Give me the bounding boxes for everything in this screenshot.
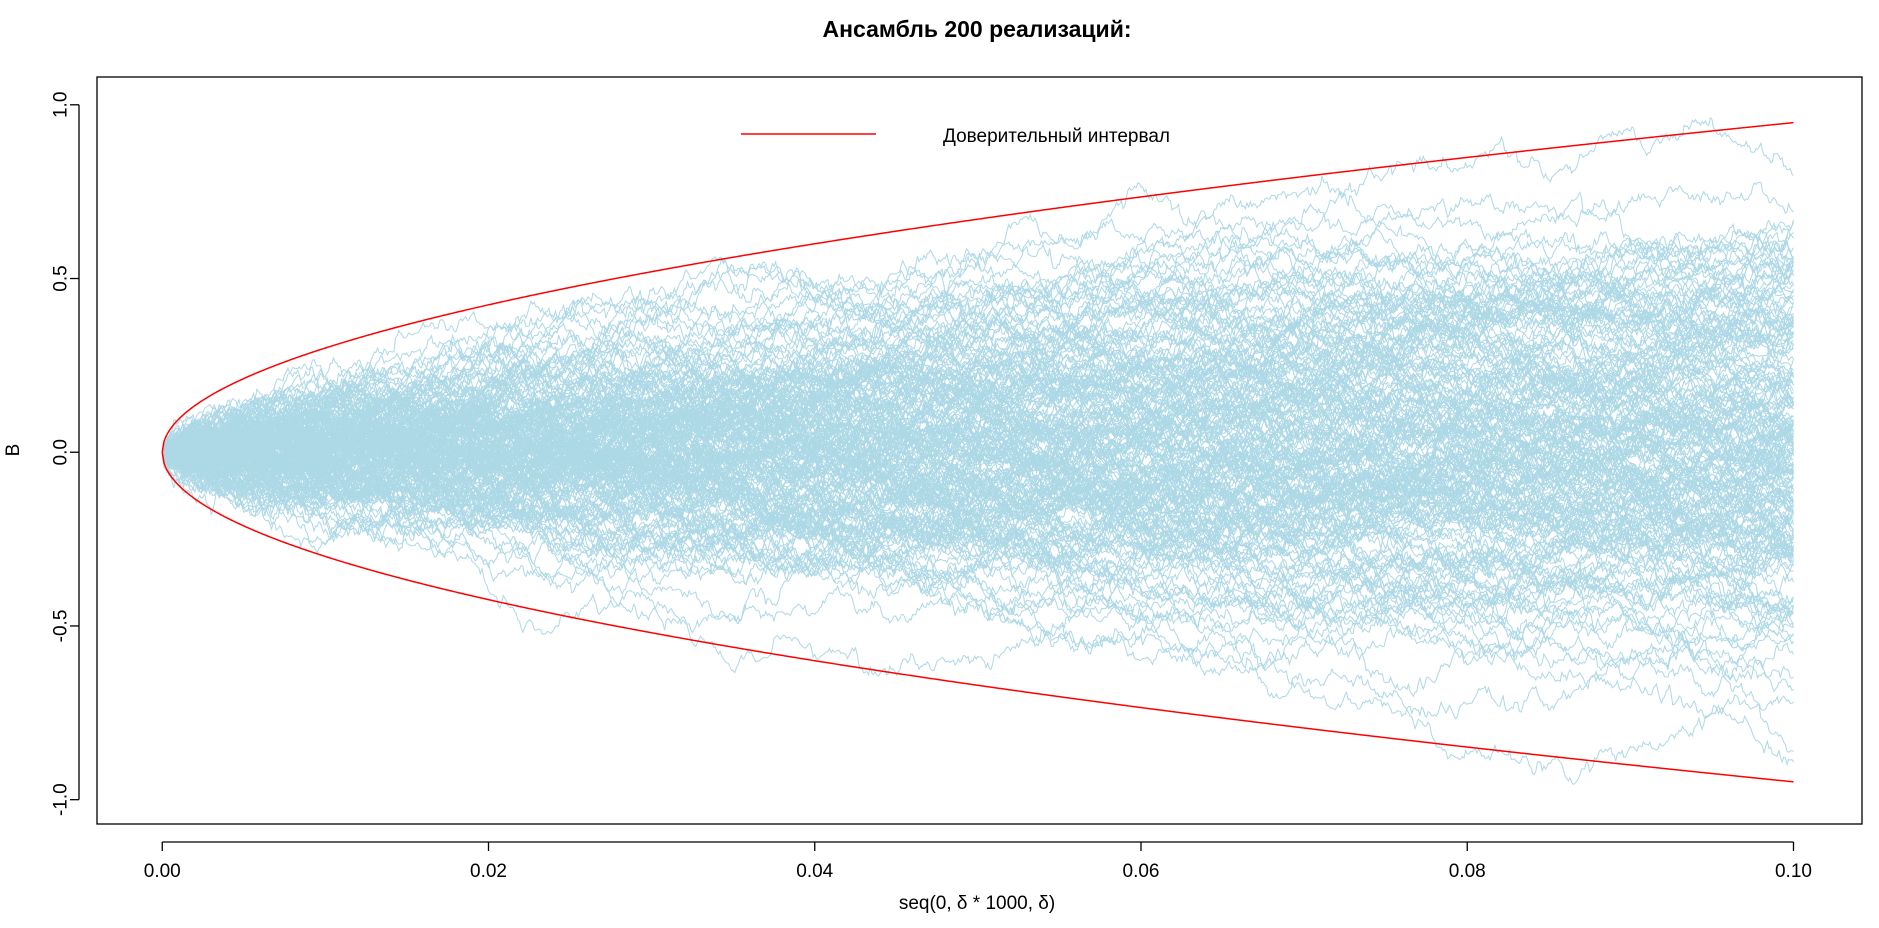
- x-tick-label: 0.08: [1449, 861, 1486, 882]
- realization-line: [161, 246, 1794, 453]
- realization-line: [162, 285, 1794, 457]
- realization-line: [161, 396, 1794, 499]
- confidence-interval-lines: [161, 121, 1794, 783]
- realization-line: [162, 450, 1794, 677]
- realization-line: [162, 361, 1794, 521]
- plot-frame: [96, 76, 1863, 825]
- x-axis-label: seq(0, δ * 1000, δ): [899, 893, 1055, 914]
- realization-line: [162, 411, 1794, 614]
- realization-line: [161, 387, 1794, 563]
- confidence-lower-line: [161, 452, 1794, 783]
- x-tick-label: 0.04: [796, 861, 833, 882]
- realization-line: [161, 270, 1794, 453]
- y-tick-label: 0.5: [51, 265, 72, 291]
- realization-line: [161, 306, 1794, 523]
- realization-line: [162, 412, 1794, 549]
- realization-line: [161, 436, 1794, 681]
- realization-line: [162, 175, 1794, 454]
- realization-line: [161, 350, 1794, 496]
- x-tick-label: 0.00: [144, 861, 181, 882]
- realization-line: [161, 406, 1794, 541]
- y-tick-label: -1.0: [51, 783, 72, 816]
- legend-label-confidence-interval: Доверительный интервал: [943, 126, 1170, 147]
- realization-line: [161, 444, 1794, 625]
- realization-line: [162, 228, 1794, 460]
- realization-line: [162, 227, 1794, 454]
- chart-title: Ансамбль 200 реализаций:: [823, 16, 1132, 42]
- realization-line: [161, 237, 1794, 469]
- realization-line: [161, 346, 1794, 488]
- legend: Доверительный интервал: [741, 126, 1170, 147]
- y-axis: -1.0 -0.5 0.0 0.5 1.0: [51, 92, 80, 816]
- realization-line: [161, 355, 1794, 501]
- realization-line: [161, 243, 1794, 457]
- realization-lines: [161, 116, 1794, 785]
- x-tick-label: 0.10: [1775, 861, 1812, 882]
- realization-line: [161, 234, 1794, 480]
- x-axis: 0.00 0.02 0.04 0.06 0.08 0.10: [144, 841, 1812, 882]
- realization-line: [161, 358, 1794, 499]
- realization-line: [161, 372, 1794, 489]
- realization-line: [161, 432, 1794, 672]
- y-tick-label: -0.5: [51, 610, 72, 643]
- realization-line: [161, 448, 1794, 636]
- y-axis-label: B: [3, 444, 24, 457]
- realization-line: [161, 442, 1794, 667]
- realization-line: [161, 387, 1794, 540]
- realization-line: [161, 302, 1794, 481]
- x-tick-label: 0.06: [1123, 861, 1160, 882]
- x-tick-label: 0.02: [470, 861, 507, 882]
- realization-line: [161, 426, 1794, 632]
- realization-line: [161, 294, 1794, 476]
- realization-line: [162, 443, 1794, 562]
- realization-line: [162, 210, 1794, 458]
- realization-line: [161, 421, 1794, 528]
- realization-line: [161, 222, 1794, 476]
- realization-line: [161, 360, 1794, 545]
- realization-line: [161, 265, 1794, 467]
- y-tick-label: 0.0: [51, 439, 72, 465]
- y-tick-label: 1.0: [51, 92, 72, 118]
- confidence-upper-line: [161, 121, 1794, 453]
- realization-line: [161, 418, 1794, 560]
- realization-line: [162, 250, 1794, 475]
